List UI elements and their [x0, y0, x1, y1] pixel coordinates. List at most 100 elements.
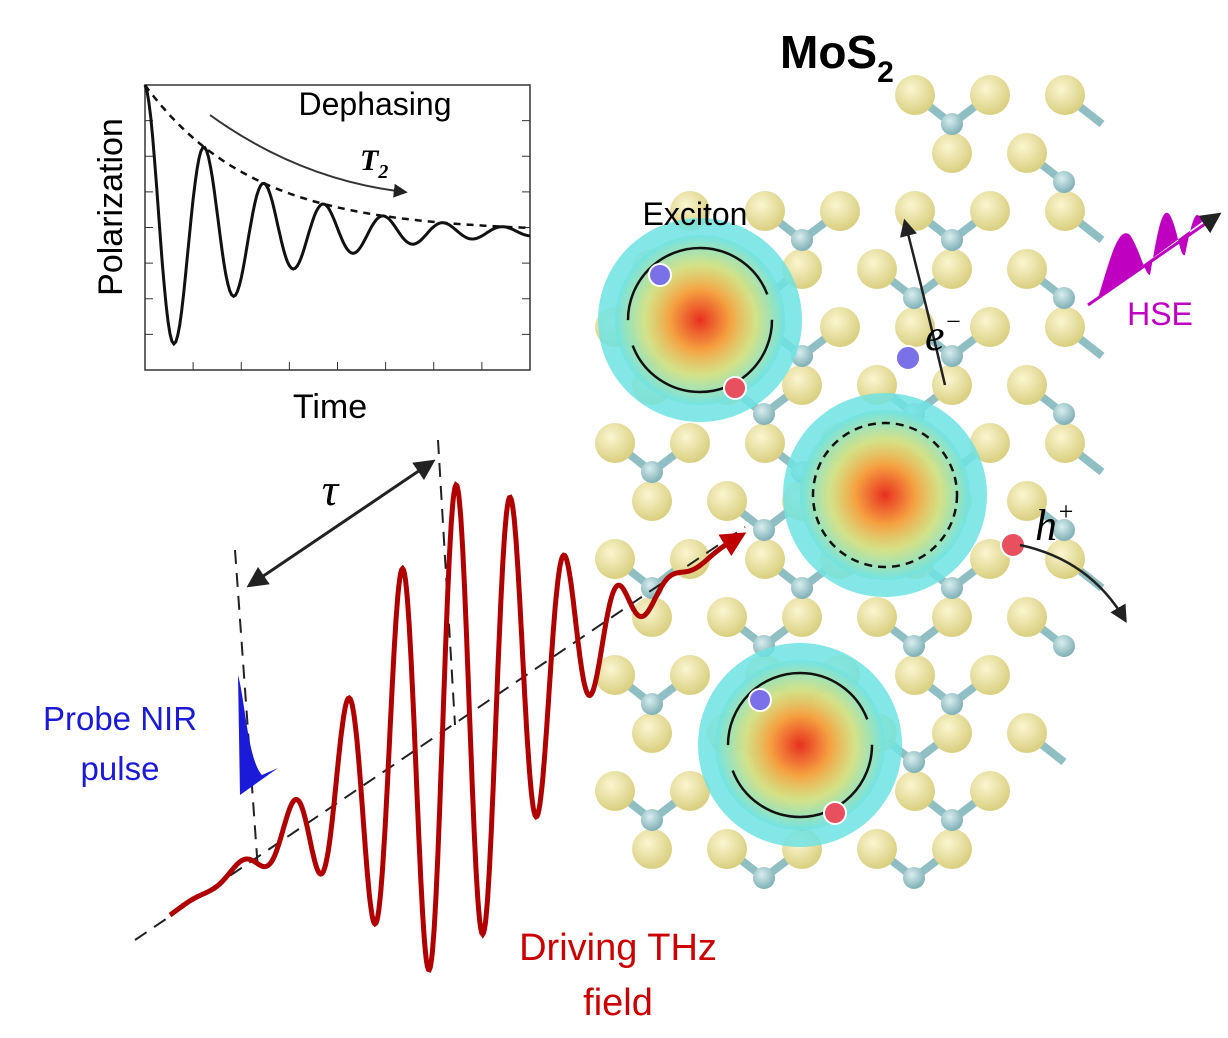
sulfur-atom	[707, 829, 747, 869]
sulfur-atom	[1007, 713, 1047, 753]
sulfur-atom	[970, 539, 1010, 579]
sulfur-atom	[857, 249, 897, 289]
mo-atom	[1053, 635, 1075, 657]
sulfur-atom	[782, 597, 822, 637]
electron	[648, 263, 672, 287]
sulfur-atom	[632, 597, 672, 637]
sulfur-atom	[857, 829, 897, 869]
sulfur-atom	[632, 713, 672, 753]
exciton-orbit	[626, 246, 774, 394]
mo-atom	[791, 229, 813, 251]
sulfur-atom	[1045, 75, 1085, 115]
delay-label: τ	[322, 464, 340, 515]
sulfur-atom	[745, 191, 785, 231]
sulfur-atom	[970, 307, 1010, 347]
sulfur-atom	[595, 539, 635, 579]
sulfur-atom	[970, 423, 1010, 463]
drive-label-2: field	[583, 982, 653, 1024]
sulfur-atom	[632, 829, 672, 869]
sulfur-atom	[895, 75, 935, 115]
sulfur-atom	[1007, 249, 1047, 289]
exciton-label: Exciton	[643, 196, 748, 232]
sulfur-atom	[1045, 539, 1085, 579]
mo-atom	[641, 693, 663, 715]
sulfur-atom	[932, 829, 972, 869]
drive-label-1: Driving THz	[519, 927, 717, 969]
mo-atom	[903, 287, 925, 309]
mo-atom	[941, 229, 963, 251]
electron	[748, 688, 772, 712]
sulfur-atom	[782, 365, 822, 405]
mo-atom	[941, 693, 963, 715]
mo-atom	[1053, 519, 1075, 541]
sulfur-atom	[670, 539, 710, 579]
sulfur-atom	[895, 771, 935, 811]
exciton-core	[615, 235, 785, 405]
sulfur-atom	[1045, 307, 1085, 347]
hole	[723, 376, 747, 400]
title-main: MoS	[780, 26, 877, 78]
mo-atom	[753, 403, 775, 425]
sulfur-atom	[707, 597, 747, 637]
sulfur-atom	[932, 713, 972, 753]
dephasing-arrow	[209, 114, 408, 198]
sulfur-atom	[820, 307, 860, 347]
title-sub: 2	[877, 56, 894, 89]
sulfur-atom	[932, 133, 972, 173]
mo-atom	[903, 635, 925, 657]
sulfur-atom	[745, 539, 785, 579]
exciton-core	[715, 660, 885, 830]
hole	[823, 801, 847, 825]
mo-atom	[903, 751, 925, 773]
sulfur-atom	[707, 481, 747, 521]
t2-sub: 2	[377, 161, 388, 183]
electron-sup: −	[945, 307, 963, 336]
sulfur-atom	[595, 423, 635, 463]
t2-main: T	[360, 144, 380, 177]
exciton-orbit	[726, 671, 874, 819]
mo-atom	[941, 113, 963, 135]
electron-arrow	[900, 218, 947, 386]
hse-axis	[1087, 212, 1222, 307]
mo-atom	[941, 809, 963, 831]
sulfur-atom	[1007, 133, 1047, 173]
mo-atom	[641, 461, 663, 483]
probe-pulse	[238, 675, 278, 795]
dephasing-label: Dephasing	[299, 86, 452, 122]
probe-label-1: Probe NIR	[43, 700, 197, 737]
sulfur-atom	[970, 75, 1010, 115]
thz-wave	[168, 481, 747, 973]
title: MoS2	[780, 26, 894, 89]
sulfur-atom	[820, 191, 860, 231]
sulfur-atom	[970, 655, 1010, 695]
sulfur-atom	[895, 191, 935, 231]
mo-atom	[1053, 171, 1075, 193]
polarization-curve	[143, 84, 531, 347]
electron-main: e	[925, 311, 945, 360]
mo-atom	[753, 519, 775, 541]
mo-atom	[753, 867, 775, 889]
probe-marker	[234, 549, 259, 871]
sulfur-atom	[932, 249, 972, 289]
mo-atom	[641, 809, 663, 831]
mo-atom	[903, 867, 925, 889]
mo-atom	[941, 345, 963, 367]
sulfur-atom	[632, 481, 672, 521]
sulfur-atom	[1045, 191, 1085, 231]
hole-arrow	[1019, 543, 1127, 624]
delay-arrow	[246, 459, 436, 588]
hole-main: h	[1035, 501, 1057, 550]
sulfur-atom	[932, 597, 972, 637]
mo-atom	[791, 577, 813, 599]
sulfur-atom	[857, 597, 897, 637]
sulfur-atom	[1007, 481, 1047, 521]
mo-atom	[1053, 287, 1075, 309]
hole-sup: +	[1057, 497, 1075, 526]
exciton-orbit	[811, 421, 959, 569]
sulfur-atom	[895, 655, 935, 695]
sulfur-atom	[1007, 365, 1047, 405]
hse-label: HSE	[1127, 296, 1193, 332]
mo-atom	[1053, 403, 1075, 425]
